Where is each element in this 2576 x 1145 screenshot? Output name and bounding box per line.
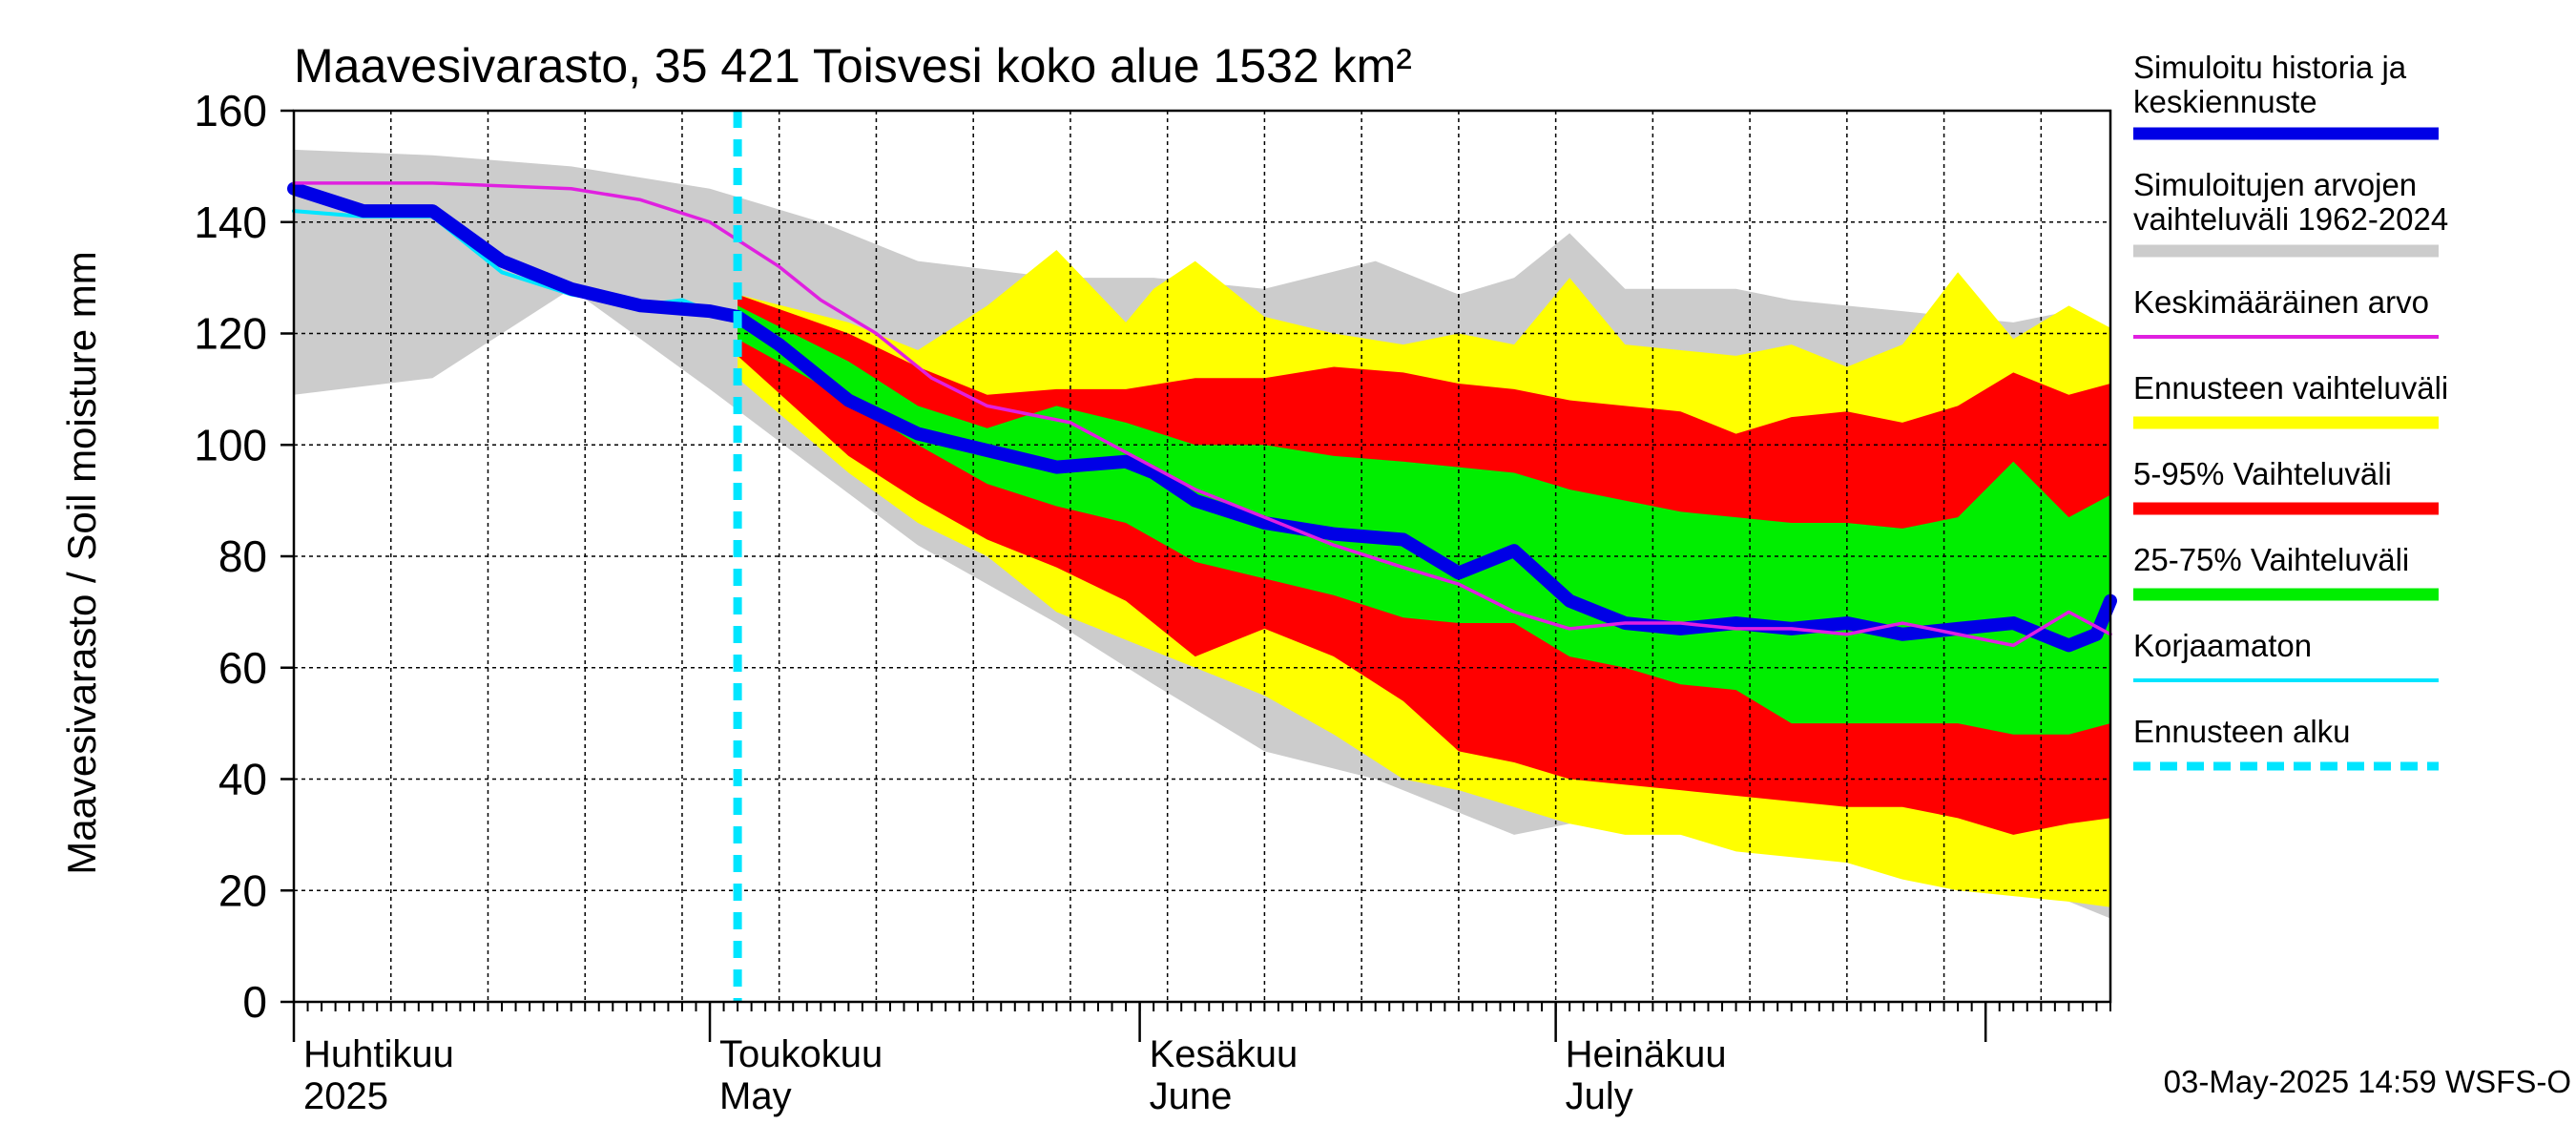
- legend-label-fcstart: Ennusteen alku: [2133, 714, 2351, 749]
- y-tick-label: 60: [218, 643, 267, 693]
- legend-label-fcrange: Ennusteen vaihteluväli: [2133, 370, 2448, 406]
- lines-layer: [287, 111, 2117, 1002]
- x-month-label: Toukokuu: [719, 1033, 883, 1075]
- legend-label-p595: 5-95% Vaihteluväli: [2133, 456, 2392, 491]
- legend-label-mean: Keskimääräinen arvo: [2133, 284, 2429, 320]
- y-tick-label: 100: [194, 420, 267, 469]
- chart-title: Maavesivarasto, 35 421 Toisvesi koko alu…: [294, 39, 1412, 93]
- y-tick-label: 20: [218, 865, 267, 915]
- simulated-line: [287, 181, 2117, 653]
- legend-sublabel-range: vaihteluväli 1962-2024: [2133, 201, 2448, 237]
- grid-layer: [294, 111, 2110, 1002]
- legend-label-p2575: 25-75% Vaihteluväli: [2133, 542, 2409, 577]
- legend-label-range: Simuloitujen arvojen: [2133, 167, 2417, 202]
- legend-sublabel-sim: keskiennuste: [2133, 84, 2317, 119]
- x-month-label: Kesäkuu: [1150, 1033, 1298, 1075]
- y-tick-label: 160: [194, 86, 267, 135]
- y-axis-label: Maavesivarasto / Soil moisture mm: [59, 251, 104, 875]
- mean-line: [292, 181, 2112, 648]
- x-month-sublabel: June: [1150, 1075, 1233, 1117]
- y-tick-label: 80: [218, 531, 267, 581]
- y-tick-labels: 0 20 40 60 80 100 120 140 160: [194, 86, 267, 1027]
- legend-label-uncorr: Korjaamaton: [2133, 628, 2312, 663]
- y-tick-label: 40: [218, 755, 267, 804]
- x-month-label: Heinäkuu: [1566, 1033, 1727, 1075]
- y-tick-label: 140: [194, 198, 267, 247]
- x-month-label: Huhtikuu: [303, 1033, 454, 1075]
- y-tick-label: 0: [242, 977, 267, 1027]
- timestamp: 03-May-2025 14:59 WSFS-O: [2164, 1064, 2571, 1099]
- x-month-sublabel: May: [719, 1075, 792, 1117]
- y-tick-label: 120: [194, 309, 267, 359]
- axes-layer: [280, 109, 2112, 1042]
- x-month-sublabel: 2025: [303, 1075, 388, 1117]
- legend-label-sim: Simuloitu historia ja: [2133, 50, 2407, 85]
- bands-layer: [294, 149, 2110, 919]
- x-month-sublabel: July: [1566, 1075, 1633, 1117]
